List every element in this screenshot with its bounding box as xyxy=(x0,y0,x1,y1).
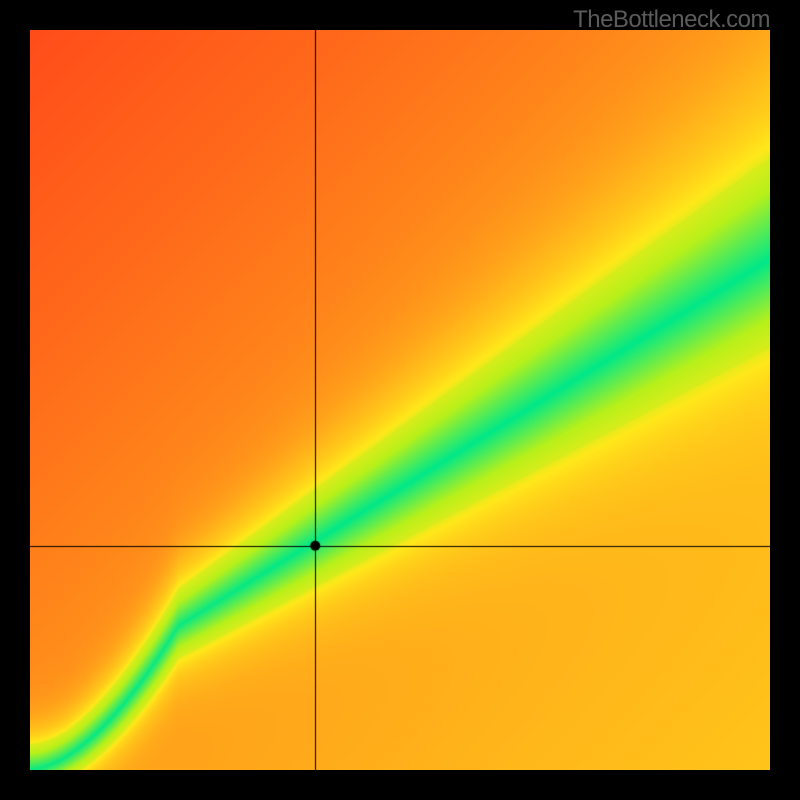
chart-container: TheBottleneck.com xyxy=(0,0,800,800)
plot-area xyxy=(30,30,770,770)
watermark-text: TheBottleneck.com xyxy=(573,6,770,34)
heatmap-canvas xyxy=(30,30,770,770)
